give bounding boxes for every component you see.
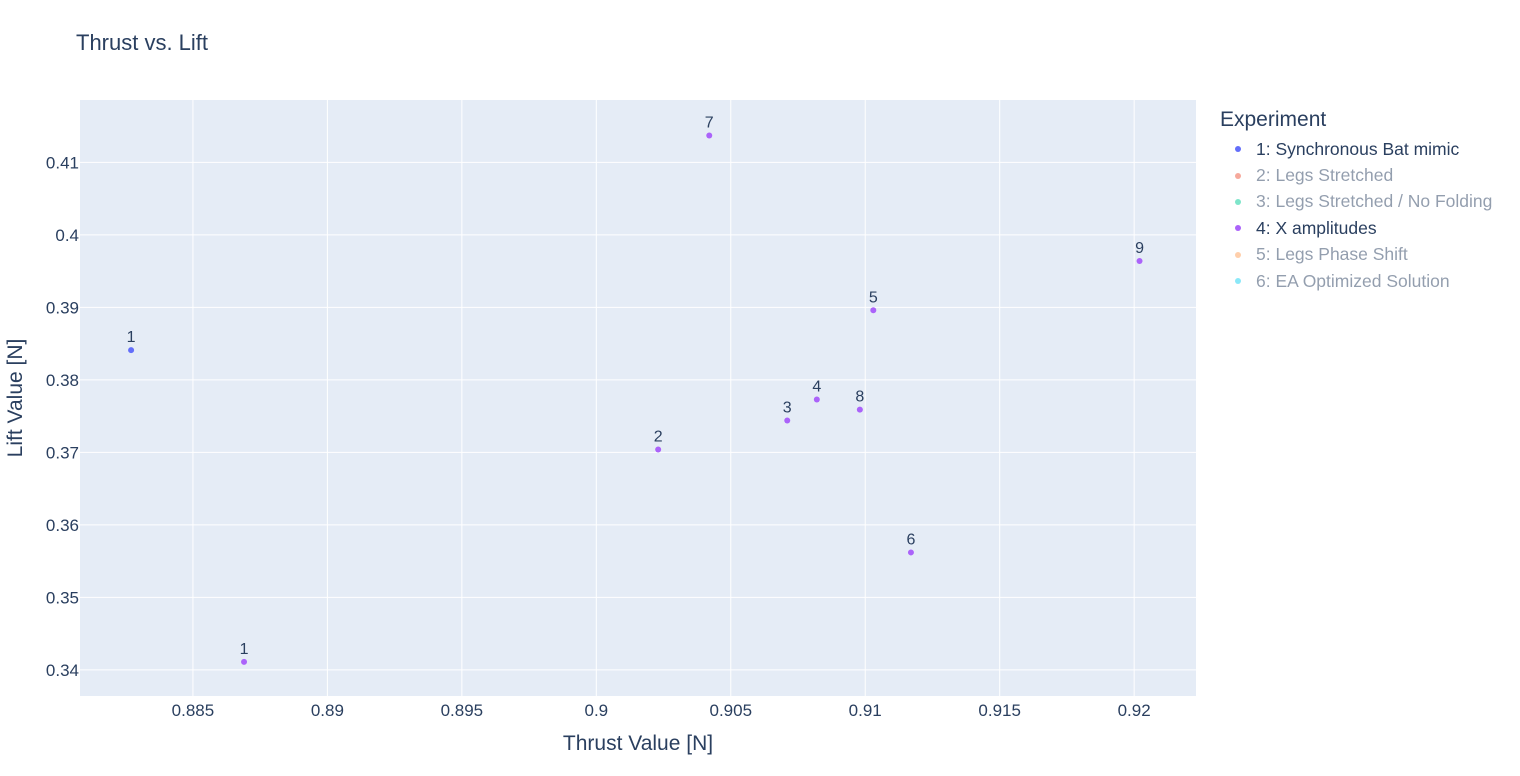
- legend: Experiment 1: Synchronous Bat mimic 2: Le…: [1220, 108, 1492, 294]
- legend-item[interactable]: 3: Legs Stretched / No Folding: [1220, 189, 1492, 215]
- x-tick-label: 0.885: [172, 701, 215, 720]
- legend-label: 2: Legs Stretched: [1256, 165, 1394, 186]
- data-point: [907, 549, 914, 556]
- legend-marker-icon: [1235, 251, 1241, 258]
- legend-marker-icon: [1235, 146, 1241, 153]
- y-tick-label: 0.4: [55, 226, 79, 245]
- x-tick-label: 0.92: [1118, 701, 1151, 720]
- y-tick-label: 0.41: [46, 153, 79, 172]
- legend-marker-icon: [1235, 278, 1241, 285]
- y-tick-label: 0.34: [46, 661, 79, 680]
- legend-title: Experiment: [1220, 108, 1327, 131]
- data-label: 1: [127, 329, 136, 346]
- tick-labels: 0.885 0.89 0.895 0.9 0.905 0.91 0.915 0.92 0.34 0…: [46, 153, 1151, 720]
- data-point: [655, 446, 662, 453]
- data-point: [241, 658, 248, 665]
- data-label: 4: [812, 378, 821, 395]
- x-tick-label: 0.89: [311, 701, 344, 720]
- y-tick-label: 0.39: [46, 298, 79, 317]
- data-label: 3: [783, 399, 792, 416]
- x-tick-label: 0.9: [584, 701, 608, 720]
- x-tick-label: 0.895: [441, 701, 484, 720]
- plot-area[interactable]: [80, 100, 1196, 696]
- y-axis-title: Lift Value [N]: [4, 339, 27, 458]
- legend-item[interactable]: 5: Legs Phase Shift: [1220, 242, 1492, 268]
- legend-label: 6: EA Optimized Solution: [1256, 270, 1450, 291]
- y-tick-label: 0.36: [46, 516, 79, 535]
- x-tick-label: 0.905: [710, 701, 753, 720]
- data-point: [1136, 257, 1143, 264]
- data-label: 2: [654, 428, 663, 445]
- data-points: 1 1 2 3 4 5 6 7 8 9: [127, 115, 1144, 665]
- legend-marker-icon: [1235, 225, 1241, 232]
- chart-title: Thrust vs. Lift: [76, 30, 208, 55]
- data-label: 5: [869, 289, 878, 306]
- legend-label: 5: Legs Phase Shift: [1256, 244, 1408, 265]
- legend-marker-icon: [1235, 172, 1241, 179]
- legend-label: 1: Synchronous Bat mimic: [1256, 138, 1460, 159]
- y-tick-label: 0.38: [46, 371, 79, 390]
- data-point: [813, 396, 820, 403]
- data-label: 8: [855, 389, 864, 406]
- legend-item[interactable]: 4: X amplitudes: [1220, 215, 1492, 241]
- x-axis-title: Thrust Value [N]: [563, 732, 713, 755]
- legend-label: 4: X amplitudes: [1256, 217, 1377, 238]
- data-point: [128, 347, 135, 354]
- grid-lines: [80, 100, 1196, 696]
- x-tick-label: 0.915: [978, 701, 1021, 720]
- legend-item[interactable]: 1: Synchronous Bat mimic: [1220, 136, 1492, 162]
- data-point: [784, 417, 791, 424]
- data-label: 6: [906, 531, 915, 548]
- data-point: [856, 406, 863, 413]
- legend-items: 1: Synchronous Bat mimic 2: Legs Stretche…: [1220, 136, 1492, 294]
- x-tick-label: 0.91: [849, 701, 882, 720]
- data-label: 7: [705, 115, 714, 132]
- y-tick-label: 0.35: [46, 588, 79, 607]
- legend-marker-icon: [1235, 198, 1241, 205]
- data-label: 9: [1135, 240, 1144, 257]
- data-point: [870, 307, 877, 314]
- y-tick-label: 0.37: [46, 443, 79, 462]
- legend-item[interactable]: 6: EA Optimized Solution: [1220, 268, 1492, 294]
- data-label: 1: [240, 641, 249, 658]
- legend-item[interactable]: 2: Legs Stretched: [1220, 162, 1492, 188]
- legend-label: 3: Legs Stretched / No Folding: [1256, 191, 1493, 212]
- data-point: [706, 132, 713, 139]
